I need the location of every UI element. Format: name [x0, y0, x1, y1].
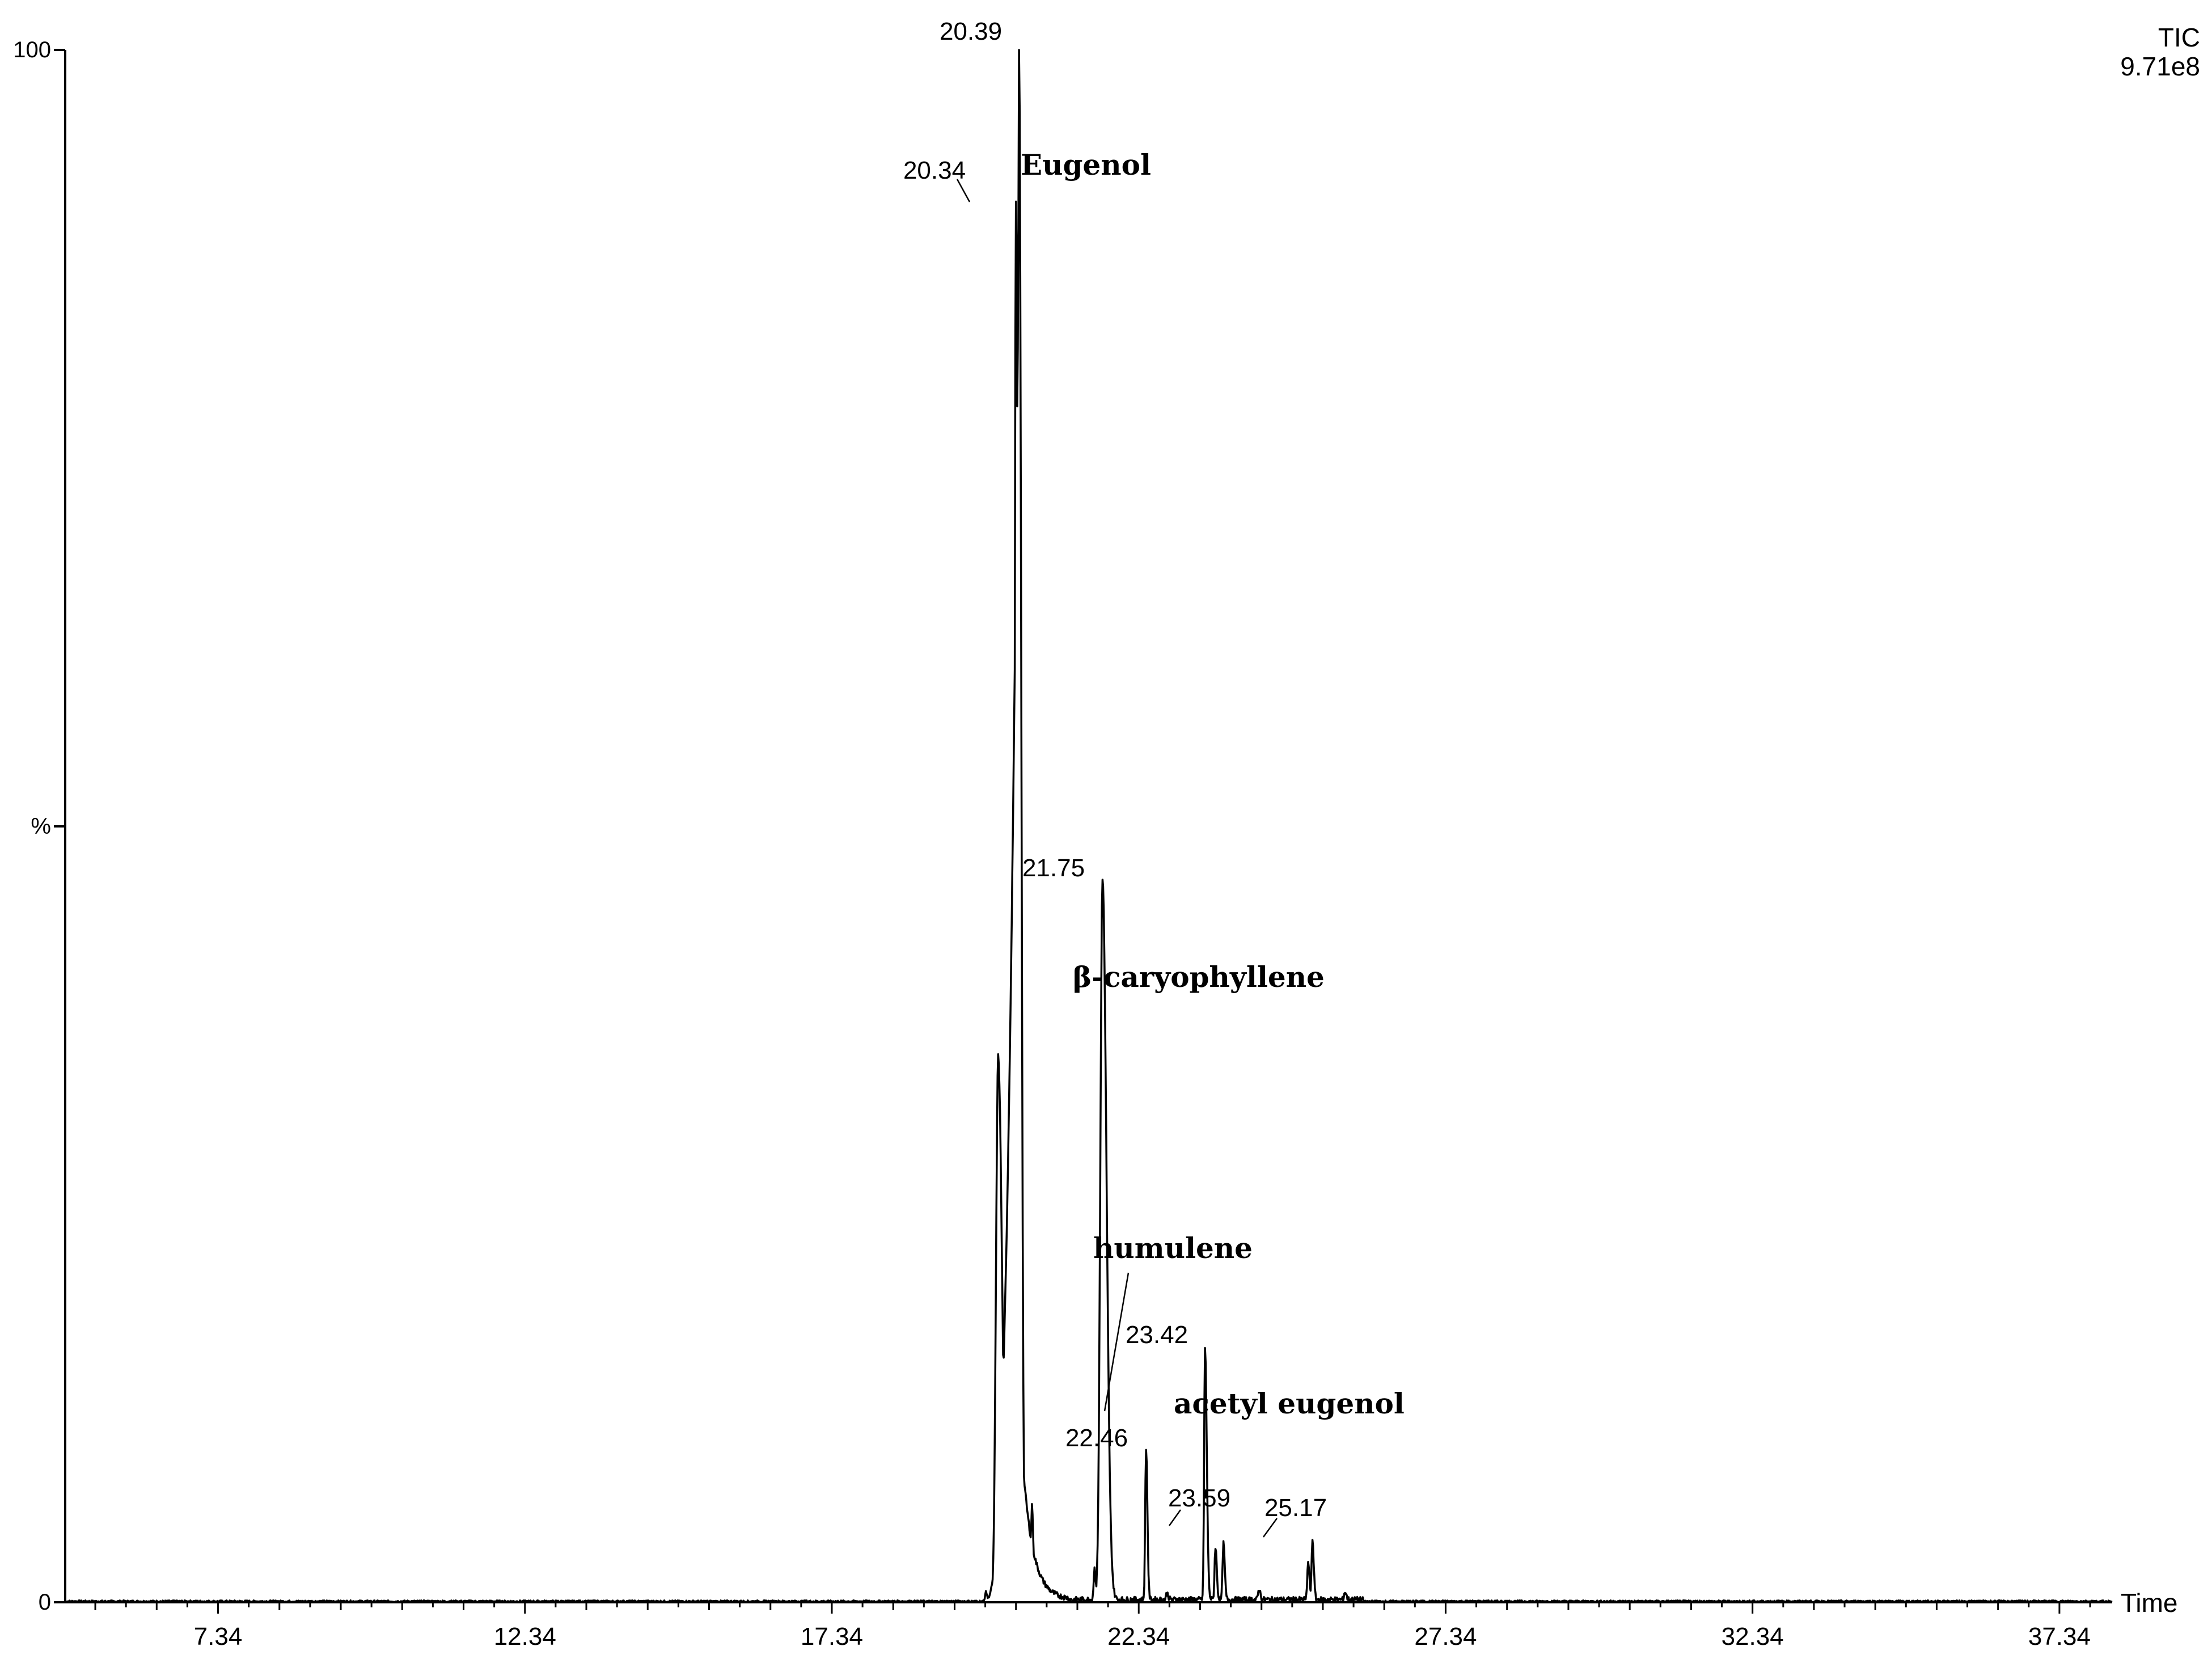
leader-23-59 — [1168, 1509, 1182, 1526]
chromatogram-trace — [65, 49, 2113, 1603]
x-tick-label: 22.34 — [1107, 1623, 1170, 1650]
peak-labels: 20.39 20.34 21.75 23.42 22.46 23.59 25.1… — [903, 18, 1327, 1522]
y-label-percent: % — [31, 814, 51, 839]
peak-label-23-59: 23.59 — [1168, 1484, 1230, 1512]
annotation-humulene: humulene — [1093, 1231, 1253, 1265]
y-label-0: 0 — [39, 1590, 51, 1615]
x-tick-label: 27.34 — [1414, 1623, 1477, 1650]
annotation-beta-caryophyllene: β-caryophyllene — [1073, 960, 1325, 994]
peak-label-20-34: 20.34 — [903, 157, 966, 184]
peak-label-21-75: 21.75 — [1022, 854, 1085, 882]
peak-label-22-46: 22.46 — [1065, 1424, 1128, 1452]
x-ticks — [94, 1602, 2091, 1614]
peak-label-20-39: 20.39 — [940, 18, 1002, 45]
peak-label-25-17: 25.17 — [1264, 1494, 1327, 1522]
x-axis-label: Time — [2121, 1588, 2178, 1618]
x-tick-label: 12.34 — [494, 1623, 556, 1650]
leader-humulene — [1103, 1272, 1130, 1412]
x-tick-label: 32.34 — [1722, 1623, 1784, 1650]
annotation-eugenol: Eugenol — [1021, 148, 1151, 181]
x-tick-label: 17.34 — [801, 1623, 863, 1650]
annotation-acetyl-eugenol: acetyl eugenol — [1174, 1387, 1405, 1420]
x-tick-labels: 7.34 12.34 17.34 22.34 27.34 32.34 37.34 — [194, 1623, 2091, 1650]
leader-20-34 — [956, 179, 971, 202]
x-tick-label: 37.34 — [2028, 1623, 2091, 1650]
x-tick-label: 7.34 — [194, 1623, 243, 1650]
y-label-100: 100 — [13, 37, 51, 62]
peak-label-23-42: 23.42 — [1126, 1321, 1188, 1349]
leader-25-17 — [1262, 1518, 1278, 1538]
intensity-label: 9.71e8 — [2120, 52, 2200, 81]
trace-label: TIC — [2158, 23, 2200, 52]
